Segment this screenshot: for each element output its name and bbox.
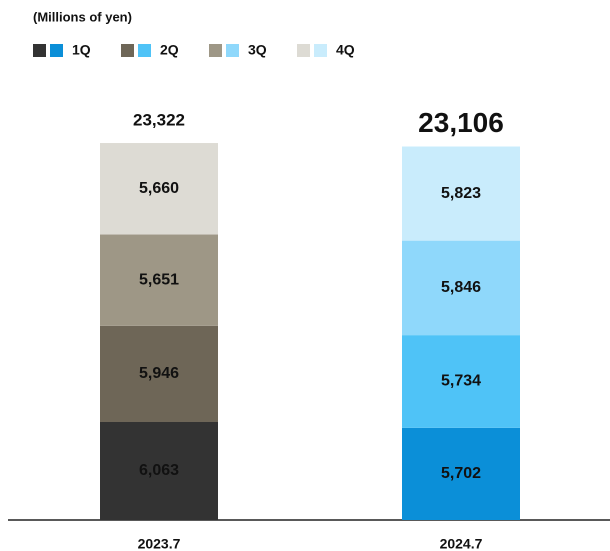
total-label: 23,322 [133, 110, 185, 129]
bar-segment [100, 143, 218, 235]
bar-segment [100, 421, 218, 520]
value-label: 5,660 [139, 180, 179, 197]
legend-swatch [33, 44, 46, 57]
legend-label: 2Q [160, 42, 179, 58]
value-label: 5,702 [441, 465, 481, 482]
bar-segment [402, 240, 520, 336]
legend-label: 4Q [336, 42, 355, 58]
value-label: 5,946 [139, 365, 179, 382]
legend-swatch [50, 44, 63, 57]
value-label: 6,063 [139, 462, 179, 479]
legend-swatch [226, 44, 239, 57]
value-label: 5,823 [441, 185, 481, 202]
legend-swatch [121, 44, 134, 57]
bar-segment [100, 234, 218, 326]
legend-swatch [209, 44, 222, 57]
bar-segment [100, 325, 218, 422]
legend-swatch [138, 44, 151, 57]
x-tick-label: 2024.7 [440, 536, 483, 551]
bar-segment [402, 427, 520, 520]
legend-label: 1Q [72, 42, 91, 58]
legend-label: 3Q [248, 42, 267, 58]
bar-segment [402, 146, 520, 241]
value-label: 5,846 [441, 279, 481, 296]
value-label: 5,734 [441, 373, 481, 390]
value-label: 5,651 [139, 271, 179, 288]
bar-segment [402, 335, 520, 428]
total-label: 23,106 [418, 107, 504, 138]
chart-title: (Millions of yen) [33, 9, 132, 24]
legend-swatch [297, 44, 310, 57]
x-tick-label: 2023.7 [138, 536, 181, 551]
legend-swatch [314, 44, 327, 57]
